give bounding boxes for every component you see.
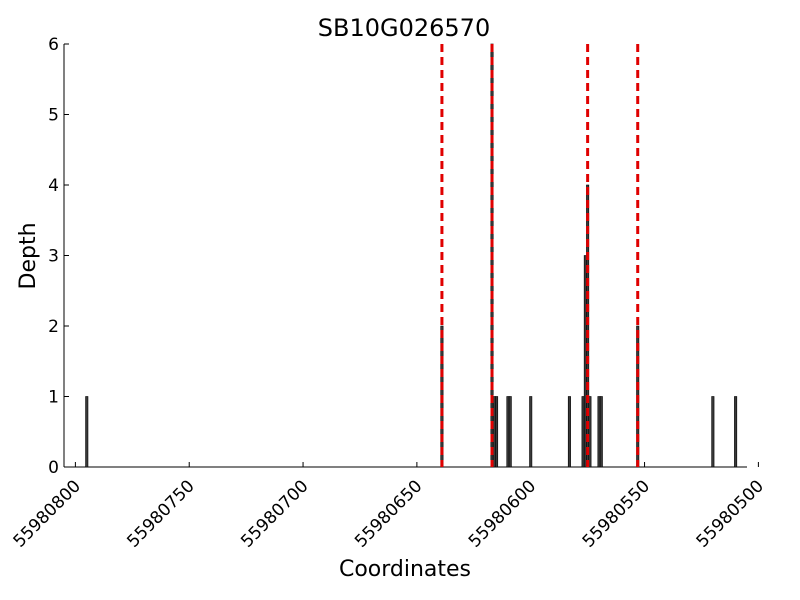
x-tick-label: 55980550 (579, 476, 654, 551)
y-tick-label: 5 (48, 106, 59, 126)
depth-bar (495, 396, 499, 468)
depth-bar (85, 396, 89, 468)
depth-bar (734, 396, 738, 468)
x-tick-label: 55980800 (10, 476, 85, 551)
y-tick-label: 3 (48, 247, 59, 267)
y-tick-label: 0 (48, 458, 59, 478)
y-tick-label: 4 (48, 176, 59, 196)
depth-bar (711, 396, 715, 468)
depth-bar (599, 396, 603, 468)
y-tick-label: 2 (48, 317, 59, 337)
y-tick-label: 6 (48, 35, 59, 55)
depth-bar (529, 396, 533, 468)
x-tick-label: 55980700 (237, 476, 312, 551)
x-tick-label: 55980750 (123, 476, 198, 551)
x-tick-label: 55980500 (693, 476, 768, 551)
x-tick-label: 55980600 (465, 476, 540, 551)
chart-title: SB10G026570 (318, 14, 490, 42)
depth-bar (567, 396, 571, 468)
plot-area: 0 1 2 3 4 5 6 55980800 55980750 55980700 55980650 5… (10, 35, 768, 552)
y-tick-label: 1 (48, 388, 59, 408)
depth-bar (588, 396, 592, 468)
depth-bar (508, 396, 512, 468)
x-tick-label: 55980650 (351, 476, 426, 551)
x-axis-label: Coordinates (339, 557, 471, 582)
y-axis-label: Depth (16, 222, 41, 289)
